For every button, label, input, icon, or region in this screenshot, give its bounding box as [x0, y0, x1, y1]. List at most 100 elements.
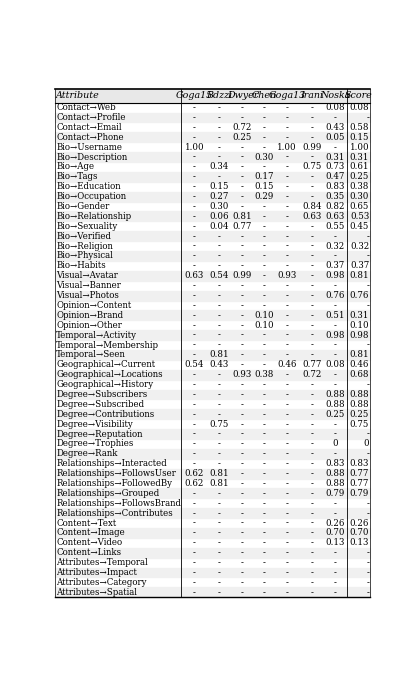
- Text: -: -: [286, 558, 289, 567]
- Text: 0.30: 0.30: [209, 202, 229, 211]
- Text: -: -: [311, 340, 313, 350]
- Text: 0.88: 0.88: [325, 479, 345, 488]
- Text: -: -: [263, 241, 265, 251]
- Text: Content→Video: Content→Video: [56, 539, 122, 547]
- Text: 0.15: 0.15: [209, 182, 229, 191]
- Text: -: -: [286, 262, 289, 270]
- Bar: [55, 191, 370, 202]
- Text: -: -: [286, 301, 289, 310]
- Text: -: -: [241, 439, 244, 448]
- Text: 0.83: 0.83: [325, 182, 345, 191]
- Text: Relationships→Interacted: Relationships→Interacted: [56, 459, 167, 468]
- Text: -: -: [311, 232, 313, 241]
- Text: Goga15: Goga15: [176, 91, 213, 100]
- Text: 0.88: 0.88: [325, 390, 345, 399]
- Text: 0.08: 0.08: [349, 103, 369, 112]
- Text: -: -: [218, 173, 221, 181]
- Text: Degree→Rank: Degree→Rank: [56, 450, 118, 458]
- Text: -: -: [193, 162, 196, 171]
- Text: -: -: [218, 262, 221, 270]
- Text: -: -: [241, 202, 244, 211]
- Text: Attribute: Attribute: [56, 91, 100, 100]
- Text: -: -: [311, 301, 313, 310]
- Text: -: -: [193, 558, 196, 567]
- Text: -: -: [193, 152, 196, 162]
- Bar: [55, 231, 370, 241]
- Text: Temporal→Seen: Temporal→Seen: [56, 350, 126, 359]
- Text: -: -: [311, 152, 313, 162]
- Text: -: -: [241, 489, 244, 498]
- Text: -: -: [263, 548, 265, 557]
- Text: -: -: [263, 518, 265, 528]
- Text: 0.26: 0.26: [325, 518, 345, 528]
- Text: -: -: [218, 539, 221, 547]
- Text: Bio→Tags: Bio→Tags: [56, 173, 97, 181]
- Bar: [55, 89, 370, 102]
- Text: -: -: [366, 113, 369, 122]
- Text: -: -: [193, 123, 196, 132]
- Text: 0.51: 0.51: [325, 311, 345, 320]
- Text: 0.72: 0.72: [302, 370, 322, 379]
- Text: -: -: [193, 410, 196, 419]
- Text: -: -: [286, 152, 289, 162]
- Text: -: -: [334, 548, 337, 557]
- Text: 0.54: 0.54: [185, 361, 204, 369]
- Bar: [55, 409, 370, 419]
- Text: -: -: [263, 410, 265, 419]
- Text: 0.81: 0.81: [209, 469, 229, 478]
- Text: 0.10: 0.10: [254, 311, 274, 320]
- Text: 0.05: 0.05: [325, 133, 345, 142]
- Text: -: -: [241, 241, 244, 251]
- Text: -: -: [218, 459, 221, 468]
- Text: -: -: [286, 479, 289, 488]
- Text: 0.76: 0.76: [350, 291, 369, 300]
- Text: -: -: [193, 450, 196, 458]
- Text: -: -: [218, 528, 221, 537]
- Bar: [55, 113, 370, 123]
- Text: -: -: [263, 123, 265, 132]
- Text: Degree→Contributions: Degree→Contributions: [56, 410, 154, 419]
- Text: -: -: [286, 222, 289, 231]
- Text: Bio→Description: Bio→Description: [56, 152, 127, 162]
- Text: -: -: [263, 133, 265, 142]
- Text: Relationships→Grouped: Relationships→Grouped: [56, 489, 159, 498]
- Text: 0.06: 0.06: [209, 212, 229, 221]
- Text: -: -: [286, 162, 289, 171]
- Text: -: -: [311, 439, 313, 448]
- Text: Bio→Sexuality: Bio→Sexuality: [56, 222, 117, 231]
- Text: -: -: [241, 113, 244, 122]
- Text: -: -: [263, 499, 265, 508]
- Text: 0: 0: [332, 439, 338, 448]
- Text: -: -: [193, 222, 196, 231]
- Text: 0: 0: [363, 439, 369, 448]
- Text: -: -: [311, 489, 313, 498]
- Text: 0.88: 0.88: [325, 400, 345, 409]
- Text: Bio→Gender: Bio→Gender: [56, 202, 109, 211]
- Text: -: -: [311, 281, 313, 290]
- Text: -: -: [286, 509, 289, 518]
- Text: -: -: [241, 380, 244, 389]
- Text: -: -: [193, 578, 196, 587]
- Text: Opinion→Content: Opinion→Content: [56, 301, 131, 310]
- Text: Attributes→Category: Attributes→Category: [56, 578, 147, 587]
- Text: -: -: [193, 281, 196, 290]
- Text: -: -: [366, 568, 369, 577]
- Text: Bio→Verified: Bio→Verified: [56, 232, 111, 241]
- Text: -: -: [241, 331, 244, 340]
- Text: -: -: [218, 113, 221, 122]
- Text: Geographical→History: Geographical→History: [56, 380, 153, 389]
- Text: -: -: [218, 578, 221, 587]
- Text: -: -: [218, 568, 221, 577]
- Text: -: -: [366, 578, 369, 587]
- Text: -: -: [311, 528, 313, 537]
- Text: -: -: [366, 548, 369, 557]
- Text: -: -: [218, 439, 221, 448]
- Text: 0.88: 0.88: [325, 469, 345, 478]
- Text: -: -: [218, 311, 221, 320]
- Text: -: -: [241, 588, 244, 596]
- Text: -: -: [334, 429, 337, 439]
- Text: 0.82: 0.82: [325, 202, 345, 211]
- Bar: [55, 290, 370, 301]
- Text: -: -: [241, 518, 244, 528]
- Text: -: -: [311, 103, 313, 112]
